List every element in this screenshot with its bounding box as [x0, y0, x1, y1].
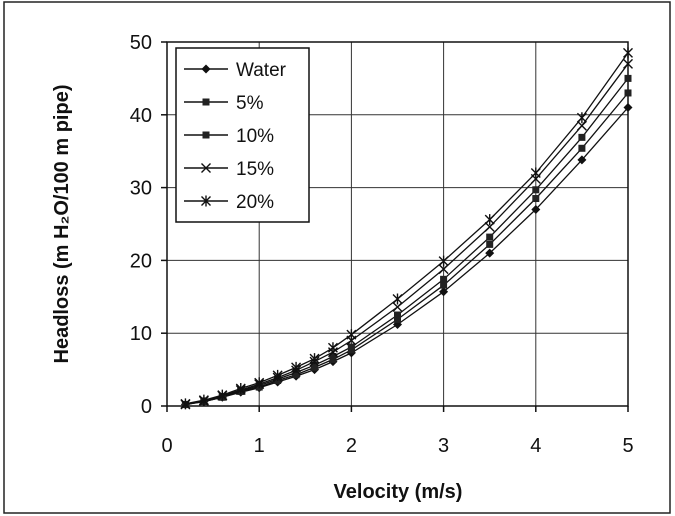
series-line	[185, 92, 629, 406]
data-point	[576, 120, 587, 131]
legend-marker	[201, 163, 211, 173]
y-tick-label: 40	[130, 105, 152, 127]
data-point	[623, 103, 633, 113]
series-line	[185, 77, 629, 406]
x-tick-label: 4	[530, 435, 541, 457]
data-point	[578, 133, 586, 141]
legend-marker	[201, 195, 211, 207]
chart-border	[3, 1, 671, 514]
data-point	[623, 58, 633, 69]
data-point	[327, 342, 338, 354]
data-point	[624, 74, 632, 82]
x-tick-label: 0	[161, 435, 172, 457]
legend-label: 5%	[236, 93, 264, 114]
data-point	[180, 398, 191, 410]
data-point	[532, 195, 540, 203]
data-point	[530, 167, 541, 179]
y-tick-label: 10	[130, 323, 152, 345]
data-point	[576, 112, 587, 124]
data-point	[394, 311, 401, 319]
data-point	[309, 353, 320, 365]
data-point	[623, 47, 633, 59]
x-tick-label: 1	[254, 435, 265, 457]
data-point	[577, 155, 587, 165]
legend-label: Water	[236, 60, 287, 81]
y-axis-title: Headloss (m H₂O/100 m pipe)	[51, 85, 73, 364]
legend-entry: 15%	[184, 159, 274, 180]
data-point	[578, 144, 586, 152]
data-point	[346, 329, 357, 341]
data-point	[311, 361, 319, 369]
legend-label: 15%	[236, 159, 274, 180]
y-tick-label: 50	[130, 32, 152, 54]
data-point	[485, 248, 495, 258]
series-line	[185, 63, 629, 406]
data-point	[439, 287, 449, 297]
y-tick-label: 30	[130, 178, 152, 200]
data-point	[392, 293, 403, 305]
data-point	[440, 281, 448, 289]
legend-entry: 5%	[184, 93, 264, 114]
x-tick-label: 5	[622, 435, 633, 457]
data-point	[531, 204, 541, 214]
data-point	[217, 389, 228, 401]
data-point	[624, 89, 632, 97]
data-point	[484, 221, 495, 232]
data-point	[392, 301, 403, 312]
data-point	[254, 377, 265, 389]
data-point	[438, 264, 449, 275]
legend-entry: Water	[184, 60, 287, 81]
legend-entry: 10%	[184, 126, 274, 147]
data-point	[329, 352, 337, 360]
data-point	[235, 383, 246, 395]
data-point	[272, 369, 283, 381]
legend: Water 5% 10% 15% 20%	[175, 47, 310, 223]
series-5	[180, 47, 633, 410]
x-tick-label: 2	[346, 435, 357, 457]
plot-frame	[166, 41, 629, 407]
series-line	[185, 52, 629, 405]
data-point	[198, 394, 209, 406]
data-point	[484, 214, 495, 226]
legend-label: 20%	[236, 192, 274, 213]
legend-marker	[201, 64, 211, 74]
data-point	[291, 361, 302, 373]
data-point	[394, 315, 401, 323]
legend-entry: 20%	[184, 192, 274, 213]
y-tick-label: 20	[130, 250, 152, 272]
data-point	[440, 275, 448, 283]
data-point	[438, 255, 449, 267]
legend-label: 10%	[236, 126, 274, 147]
data-point	[486, 240, 494, 248]
x-axis-title: Velocity (m/s)	[334, 481, 463, 503]
series-layer	[180, 47, 633, 410]
legend-marker	[202, 131, 210, 139]
data-point	[486, 233, 494, 241]
legend-marker	[202, 98, 210, 106]
data-point	[347, 343, 355, 351]
y-tick-label: 0	[141, 396, 152, 418]
data-point	[532, 186, 540, 194]
x-tick-label: 3	[438, 435, 449, 457]
